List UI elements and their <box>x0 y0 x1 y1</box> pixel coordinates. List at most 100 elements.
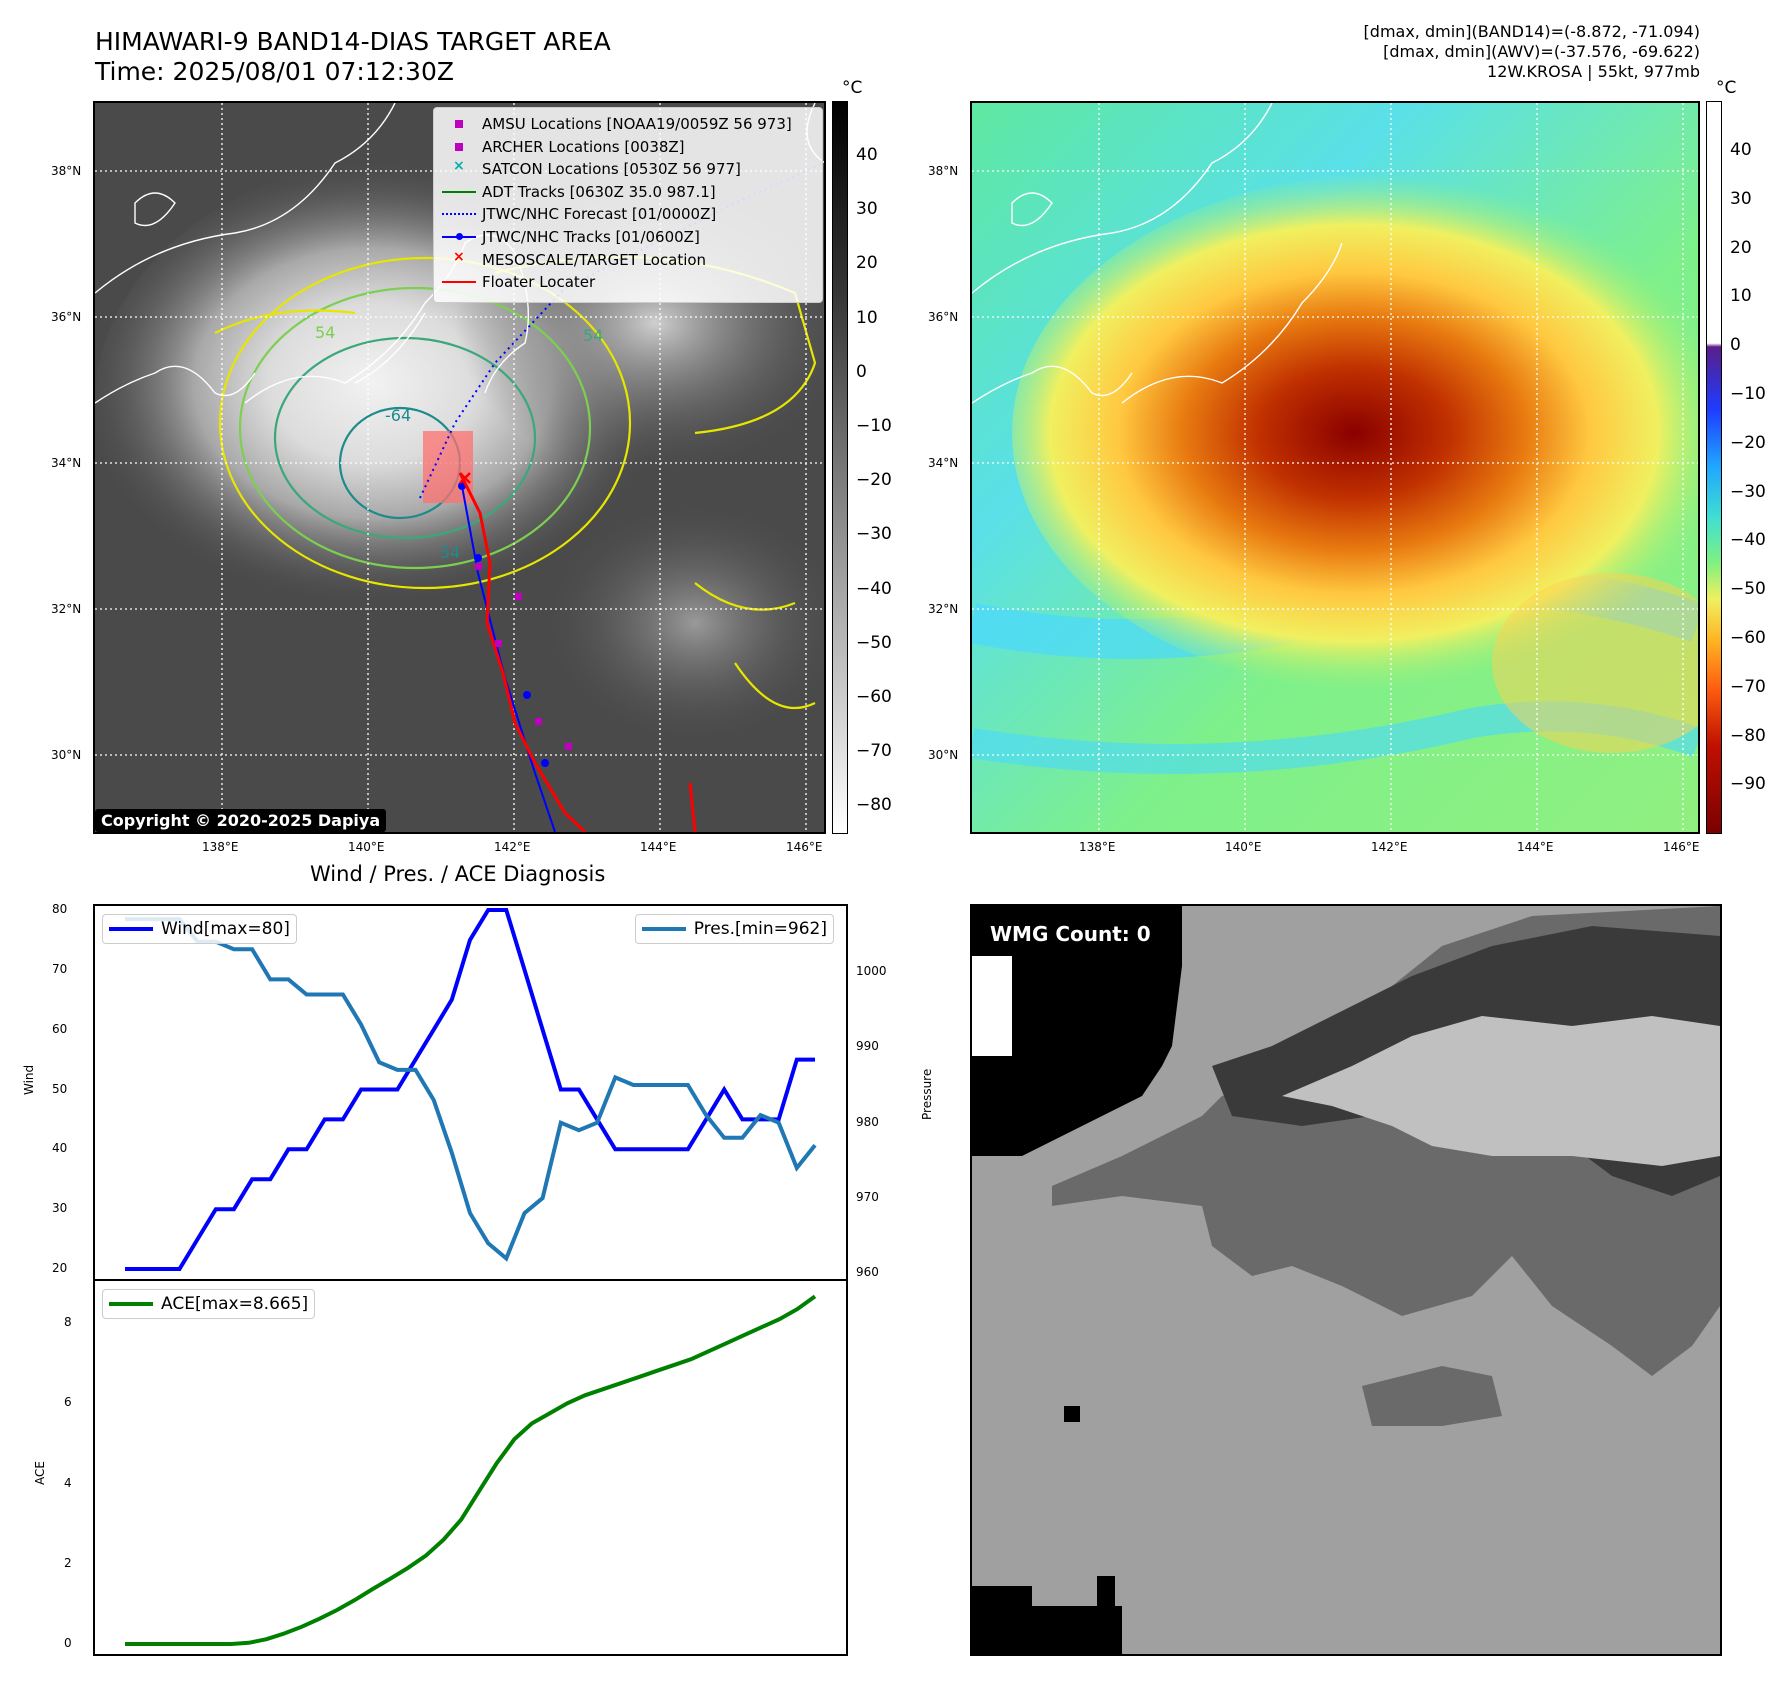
colorbar-unit: °C <box>842 78 863 98</box>
legend-label: ARCHER Locations [0038Z] <box>482 137 685 156</box>
lon-tick-label: 138°E <box>202 840 239 854</box>
colorbar-tick-label: 40 <box>856 145 878 165</box>
pressure-tick-label: 960 <box>856 1265 879 1280</box>
colorbar-tick-label: −30 <box>1730 481 1766 502</box>
target-area-box <box>423 431 473 503</box>
lat-tick-label: 36°N <box>928 310 959 324</box>
legend-swatch <box>442 117 476 131</box>
chart-title: HIMAWARI-9 BAND14-DIAS TARGET AREA <box>95 27 611 56</box>
colorbar-tick-label: 30 <box>856 199 878 220</box>
target-markers <box>459 472 471 484</box>
colorbar-tick-label: −70 <box>856 741 892 762</box>
ace-chart: ACE[max=8.665] <box>93 1279 848 1656</box>
pressure-tick-label: 1000 <box>856 963 887 978</box>
wind-legend-swatch <box>109 927 153 931</box>
legend-swatch <box>442 140 476 154</box>
lon-tick-label: 144°E <box>1517 840 1554 854</box>
lon-tick-label: 142°E <box>494 840 531 854</box>
info-storm: 12W.KROSA | 55kt, 977mb <box>1487 62 1700 81</box>
colorbar-tick-label: −60 <box>856 687 892 707</box>
ace-legend-swatch <box>109 1302 153 1306</box>
wind-pressure-svg <box>93 904 848 1281</box>
legend-swatch <box>442 275 476 289</box>
ir-grayscale-map: -64 54 54 54 <box>93 101 826 834</box>
wind-series-line <box>125 908 815 1271</box>
ace-legend: ACE[max=8.665] <box>102 1289 316 1319</box>
lat-tick-label: 30°N <box>51 748 82 762</box>
legend-item: ADT Tracks [0630Z 35.0 987.1] <box>442 182 716 202</box>
legend-swatch <box>442 185 476 199</box>
lon-tick-label: 146°E <box>786 840 823 854</box>
legend-label: Floater Locater <box>482 273 596 292</box>
colorbar-tick-label: −20 <box>856 470 892 491</box>
legend-item: × MESOSCALE/TARGET Location <box>442 248 707 270</box>
colorbar-tick-label: −60 <box>1730 628 1766 648</box>
colorbar-tick-label: −80 <box>856 795 892 816</box>
map-legend: AMSU Locations [NOAA19/0059Z 56 973] ARCH… <box>433 107 823 303</box>
lon-tick-label: 138°E <box>1079 840 1116 854</box>
lon-tick-label: 142°E <box>1371 840 1408 854</box>
wind-pressure-chart: Wind[max=80] Pres.[min=962] <box>93 904 848 1281</box>
pressure-axis-label: Pressure <box>920 1068 934 1120</box>
colorbar-tick-label: −90 <box>1730 774 1766 795</box>
pressure-legend: Pres.[min=962] <box>634 914 834 944</box>
legend-label: SATCON Locations [0530Z 56 977] <box>482 160 741 179</box>
contour-label: 54 <box>440 543 460 562</box>
lat-tick-label: 32°N <box>928 602 959 616</box>
wind-legend-label: Wind[max=80] <box>161 919 290 939</box>
legend-label: ADT Tracks [0630Z 35.0 987.1] <box>482 182 716 201</box>
lon-tick-label: 140°E <box>348 840 385 854</box>
wind-tick-label: 50 <box>52 1081 68 1096</box>
colorbar-tick-label: −50 <box>856 632 892 653</box>
ace-tick-label: 0 <box>64 1635 72 1650</box>
wind-tick-label: 70 <box>52 961 68 976</box>
legend-swatch: × <box>453 158 465 175</box>
awv-colorbar <box>1706 101 1722 834</box>
colorbar-tick-label: −40 <box>1730 530 1766 551</box>
wind-tick-label: 60 <box>52 1021 68 1036</box>
lon-tick-label: 144°E <box>640 840 677 854</box>
info-band14: [dmax, dmin](BAND14)=(-8.872, -71.094) <box>1363 22 1700 41</box>
colorbar-tick-label: 0 <box>1730 335 1741 356</box>
wind-axis-label: Wind <box>22 1064 36 1095</box>
ace-series-line <box>125 1294 817 1646</box>
wind-tick-label: 40 <box>52 1141 68 1156</box>
wmg-panel: WMG Count: 0 <box>970 904 1722 1656</box>
colorbar-tick-label: 40 <box>1730 140 1752 160</box>
lat-tick-label: 30°N <box>928 748 959 762</box>
lon-tick-label: 146°E <box>1663 840 1700 854</box>
wmg-svg <box>972 906 1720 1654</box>
awv-color-map <box>970 101 1700 834</box>
colorbar-tick-label: 20 <box>1730 237 1752 258</box>
map-gridlines <box>972 103 1698 832</box>
legend-label: JTWC/NHC Forecast [01/0000Z] <box>482 205 717 224</box>
legend-item: JTWC/NHC Forecast [01/0000Z] <box>442 204 716 224</box>
legend-item: JTWC/NHC Tracks [01/0600Z] <box>442 227 700 247</box>
legend-item: ARCHER Locations [0038Z] <box>442 137 685 157</box>
colorbar-tick-label: −40 <box>856 578 892 599</box>
wind-tick-label: 80 <box>52 901 68 916</box>
legend-swatch: × <box>453 248 465 265</box>
legend-swatch <box>442 230 476 244</box>
legend-label: AMSU Locations [NOAA19/0059Z 56 973] <box>482 115 792 133</box>
colorbar-tick-label: −80 <box>1730 725 1766 746</box>
chart-time: Time: 2025/08/01 07:12:30Z <box>95 57 454 86</box>
colorbar-tick-label: −10 <box>856 416 892 436</box>
colorbar-tick-label: −20 <box>1730 432 1766 453</box>
legend-item: Floater Locater <box>442 272 595 292</box>
lat-tick-label: 36°N <box>51 310 82 324</box>
colorbar-tick-label: 0 <box>856 361 867 382</box>
pressure-tick-label: 980 <box>856 1114 879 1129</box>
contour-label: 54 <box>315 323 335 342</box>
colorbar-tick-label: 10 <box>1730 286 1752 307</box>
colorbar-tick-label: 30 <box>1730 188 1752 209</box>
lat-tick-label: 38°N <box>928 164 959 178</box>
floater-track <box>458 472 587 832</box>
awv-map-svg <box>972 103 1698 832</box>
colorbar-tick-label: −50 <box>1730 579 1766 600</box>
lat-tick-label: 34°N <box>51 456 82 470</box>
lon-tick-label: 140°E <box>1225 840 1262 854</box>
amsu-archer-markers <box>475 563 572 750</box>
wind-tick-label: 20 <box>52 1261 68 1276</box>
legend-label: MESOSCALE/TARGET Location <box>482 250 707 269</box>
